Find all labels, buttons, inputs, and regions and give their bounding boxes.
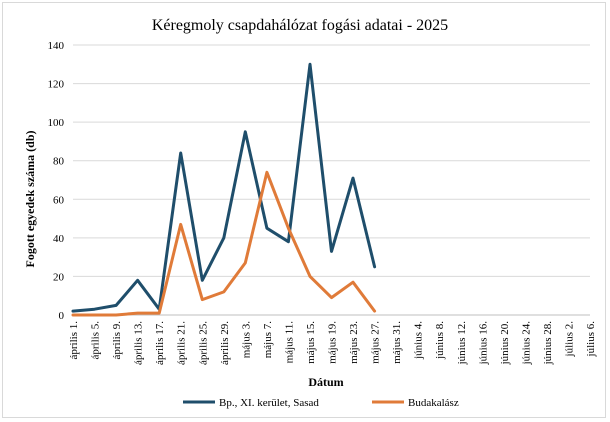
chart-frame — [2, 2, 606, 418]
x-tick-label: június 20. — [499, 321, 511, 366]
gridlines — [73, 44, 590, 277]
x-tick-label: április 1. — [68, 321, 80, 360]
x-tick-label: április 29. — [219, 321, 231, 365]
y-tick-label: 120 — [48, 79, 65, 91]
x-tick-label: május 27. — [370, 321, 382, 364]
y-tick-label: 60 — [53, 194, 65, 206]
x-tick-label: május 11. — [283, 321, 295, 364]
x-tick-label: május 19. — [327, 321, 339, 364]
series-line — [71, 170, 377, 317]
y-tick-label: 100 — [48, 117, 65, 129]
x-tick-label: június 24. — [520, 321, 532, 366]
x-tick-label: június 4. — [413, 321, 425, 360]
x-tick-label: április 9. — [111, 321, 123, 360]
legend: Bp., XI. kerület, Sasad Budakalász — [183, 397, 459, 409]
x-tick-label: június 12. — [456, 321, 468, 366]
y-tick-label: 40 — [53, 233, 65, 245]
y-tick-label: 0 — [59, 310, 65, 322]
y-axis-ticks: 0 20 40 60 80 100 120 140 — [48, 40, 65, 322]
x-tick-label: július 2. — [563, 321, 575, 358]
x-tick-label: május 31. — [391, 321, 403, 364]
x-axis-ticks: április 1. április 5. április 9. április 13… — [68, 321, 597, 366]
x-tick-label: április 25. — [197, 321, 209, 365]
legend-label: Bp., XI. kerület, Sasad — [219, 397, 319, 409]
x-tick-label: április 13. — [133, 321, 145, 365]
x-tick-label: április 17. — [154, 321, 166, 365]
y-tick-label: 80 — [53, 156, 65, 168]
x-tick-label: május 15. — [305, 321, 317, 364]
x-tick-label: május 23. — [348, 321, 360, 364]
y-axis-title: Fogott egyedek száma (db) — [23, 131, 37, 268]
y-tick-label: 140 — [48, 40, 65, 52]
x-tick-label: május 7. — [262, 321, 274, 359]
x-tick-label: május 3. — [240, 321, 252, 359]
x-axis-title: Dátum — [308, 375, 343, 389]
x-tick-label: április 5. — [90, 321, 102, 360]
x-tick-label: július 6. — [585, 321, 597, 358]
x-tick-label: június 28. — [542, 321, 554, 366]
chart-title: Kéregmoly csapdahálózat fogási adatai - … — [152, 17, 448, 34]
x-tick-label: április 21. — [176, 321, 188, 365]
series-line — [71, 62, 377, 313]
y-tick-label: 20 — [53, 271, 65, 283]
series-lines — [71, 62, 377, 317]
legend-label: Budakalász — [408, 397, 459, 409]
x-tick-label: június 16. — [477, 321, 489, 366]
x-tick-label: június 8. — [434, 321, 446, 360]
